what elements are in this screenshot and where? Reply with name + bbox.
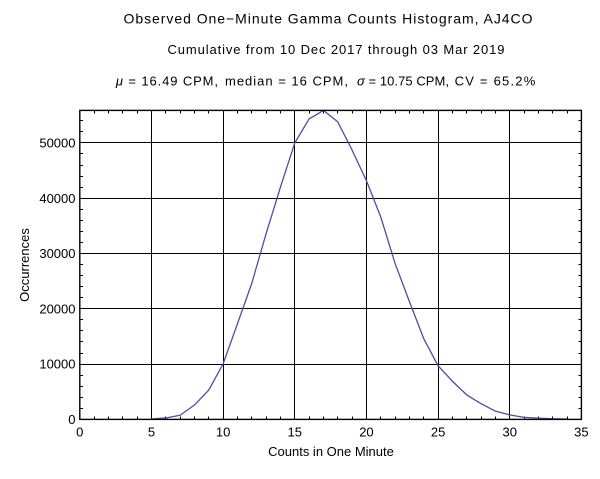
svg-text:Counts in One Minute: Counts in One Minute [268,444,394,459]
svg-text:CV = 65.2%: CV = 65.2% [455,74,536,89]
svg-text:10: 10 [216,424,230,439]
svg-text:40000: 40000 [39,191,75,206]
svg-text:30000: 30000 [39,246,75,261]
svg-text:σ = 10.75 CPM,: σ = 10.75 CPM, [357,74,449,89]
svg-text:50000: 50000 [39,136,75,151]
svg-text:30: 30 [503,424,517,439]
svg-text:20: 20 [359,424,373,439]
svg-text:5: 5 [148,424,155,439]
svg-text:median = 16 CPM,: median = 16 CPM, [225,74,348,89]
svg-text:20000: 20000 [39,301,75,316]
svg-text:Cumulative from 10 Dec 2017 th: Cumulative from 10 Dec 2017 through 03 M… [168,42,505,57]
svg-text:μ = 16.49 CPM,: μ = 16.49 CPM, [115,74,218,89]
svg-text:15: 15 [288,424,302,439]
svg-text:10000: 10000 [39,357,75,372]
svg-text:0: 0 [76,424,83,439]
svg-text:0: 0 [68,412,75,427]
svg-text:Occurrences: Occurrences [17,228,32,302]
svg-text:25: 25 [431,424,445,439]
svg-text:35: 35 [574,424,588,439]
svg-text:Observed One−Minute Gamma Coun: Observed One−Minute Gamma Counts Histogr… [124,10,533,26]
